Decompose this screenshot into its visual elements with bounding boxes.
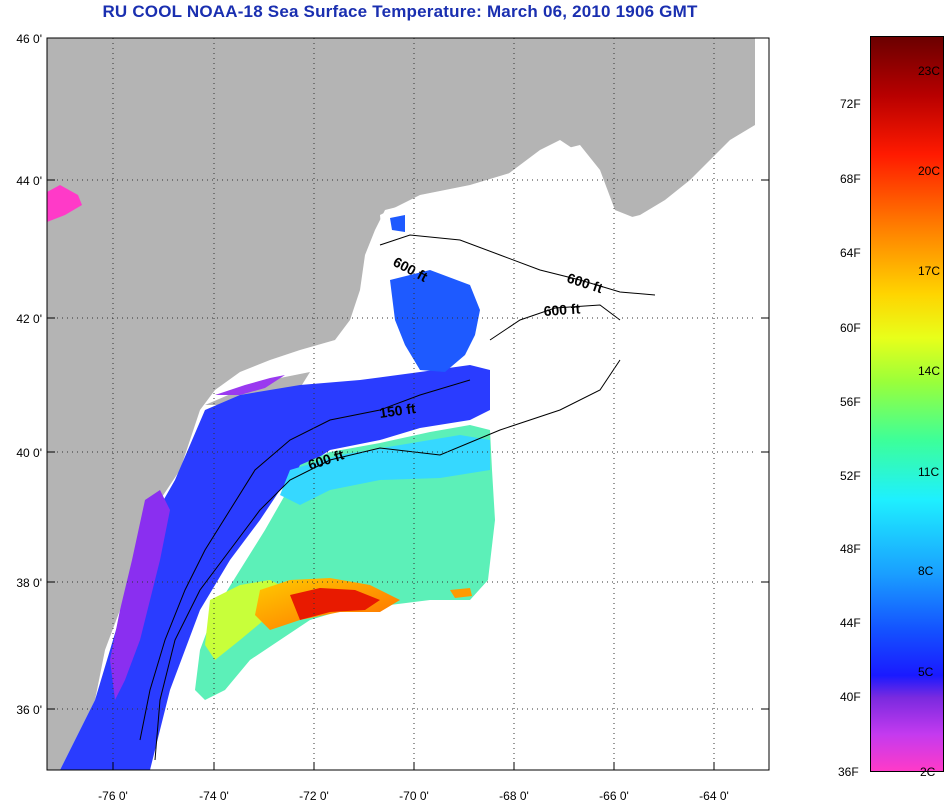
sst-patch-north bbox=[390, 215, 405, 232]
contour-600ft-georges bbox=[489, 304, 621, 341]
lon-tick-label: -64 0' bbox=[699, 789, 729, 803]
colorbar-fahrenheit-label: 44F bbox=[840, 616, 861, 630]
colorbar-celsius-label: 23C bbox=[918, 64, 941, 78]
lat-tick-label: 38 0' bbox=[16, 576, 42, 590]
colorbar-celsius-label: 5C bbox=[918, 665, 934, 679]
colorbar-fahrenheit-label: 64F bbox=[840, 246, 861, 260]
lat-tick-label: 46 0' bbox=[16, 32, 42, 46]
colorbar-fahrenheit-label: 72F bbox=[840, 97, 861, 111]
bathymetry-contours bbox=[139, 234, 656, 761]
contour-600ft-shelf bbox=[154, 359, 621, 761]
lon-tick-label: -70 0' bbox=[399, 789, 429, 803]
contour-label: 600 ft bbox=[543, 300, 581, 319]
contour-150ft bbox=[139, 379, 471, 741]
sst-gulf-of-maine bbox=[390, 270, 480, 372]
sst-warm-patch-east bbox=[450, 588, 472, 598]
sst-lake-magenta bbox=[47, 185, 82, 222]
colorbar-celsius-label: 17C bbox=[918, 264, 941, 278]
colorbar-fahrenheit-label: 56F bbox=[840, 395, 861, 409]
tick-marks bbox=[47, 37, 769, 770]
colorbar-fahrenheit-label: 68F bbox=[840, 172, 861, 186]
contour-600ft-gom bbox=[379, 234, 656, 296]
colorbar-fahrenheit-label: 40F bbox=[840, 690, 861, 704]
map-border bbox=[46, 37, 770, 771]
colorbar-celsius-label: 14C bbox=[918, 364, 941, 378]
map-title: RU COOL NOAA-18 Sea Surface Temperature:… bbox=[102, 2, 698, 21]
colorbar-celsius-label: 8C bbox=[918, 564, 934, 578]
colorbar-celsius-label: 2C bbox=[920, 765, 936, 779]
sst-map: 600 ft 600 ft 600 ft 150 ft 600 ft 46 0'… bbox=[16, 32, 770, 803]
graticule bbox=[47, 38, 755, 770]
colorbar-celsius-label: 11C bbox=[918, 465, 940, 479]
lon-tick-label: -74 0' bbox=[199, 789, 229, 803]
colorbar-celsius-label: 20C bbox=[918, 164, 941, 178]
colorbar-fahrenheit-label: 36F bbox=[838, 765, 859, 779]
lon-tick-label: -76 0' bbox=[98, 789, 128, 803]
lat-tick-label: 40 0' bbox=[16, 446, 42, 460]
colorbar-fahrenheit-label: 60F bbox=[840, 321, 861, 335]
lon-tick-label: -68 0' bbox=[499, 789, 529, 803]
lon-tick-label: -66 0' bbox=[599, 789, 629, 803]
sst-gulf-stream-core bbox=[290, 588, 380, 620]
sst-long-island-sound bbox=[215, 375, 285, 395]
lon-tick-label: -72 0' bbox=[299, 789, 329, 803]
lat-tick-label: 44 0' bbox=[16, 174, 42, 188]
lat-tick-label: 42 0' bbox=[16, 312, 42, 326]
colorbar-fahrenheit-label: 52F bbox=[840, 469, 861, 483]
colorbar-gradient bbox=[870, 36, 944, 772]
colorbar-fahrenheit-label: 48F bbox=[840, 542, 861, 556]
temperature-colorbar bbox=[870, 36, 944, 772]
land-nova-scotia bbox=[585, 70, 755, 220]
contour-label: 150 ft bbox=[378, 400, 417, 421]
sst-coastal-violet bbox=[110, 490, 170, 700]
land-mainland bbox=[47, 38, 755, 770]
sst-offshore-body bbox=[195, 425, 495, 700]
lat-tick-label: 36 0' bbox=[16, 703, 42, 717]
